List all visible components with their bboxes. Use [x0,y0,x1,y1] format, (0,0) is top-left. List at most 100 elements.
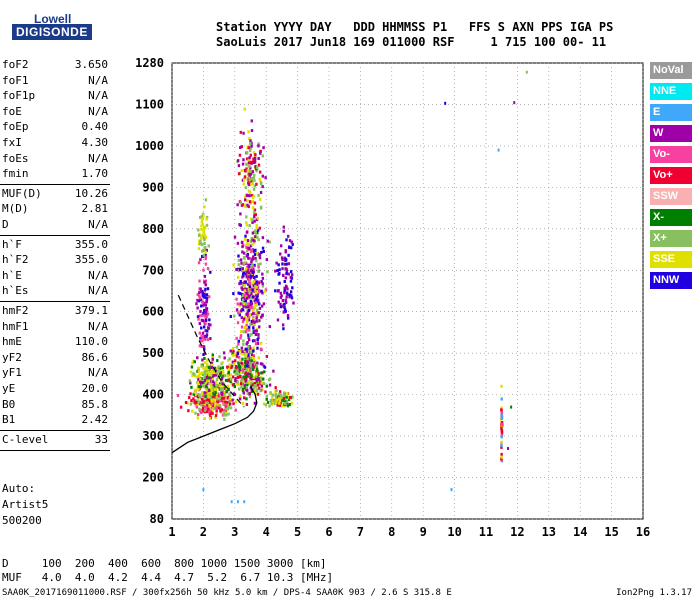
echo-point [198,322,201,326]
echo-point [197,317,200,321]
echo-point [276,403,279,407]
echo-point [250,193,254,197]
echo-point [269,391,272,395]
echo-point [250,319,253,323]
echo-point [198,375,201,379]
echo-point [234,371,238,375]
echo-point [236,203,239,207]
echo-point [287,397,291,401]
echo-point [256,285,260,289]
echo-point [216,397,219,401]
param-name: D [2,218,9,231]
echo-point [245,243,248,247]
param-value: N/A [88,89,108,103]
param-name: hmF2 [2,304,29,317]
echo-point [204,283,208,287]
echo-point [262,377,265,381]
echo-point [200,326,203,330]
echo-point [238,309,242,313]
echo-point [210,365,213,369]
echo-point [248,156,251,160]
echo-point [247,302,250,306]
param-row: D N/A [2,218,108,232]
echo-point [278,401,281,405]
echo-point [245,327,248,331]
param-value: 0.40 [81,120,109,134]
echo-point [251,218,254,222]
echo-point [246,310,250,314]
echo-point [243,295,246,299]
echo-point [247,243,251,247]
echo-point [209,323,212,327]
echo-point [199,290,203,294]
param-name: foEs [2,151,29,165]
echo-point [207,389,211,393]
param-name: hmF1 [2,319,29,333]
echo-point [257,265,260,269]
echo-point [203,347,206,351]
echo-point [243,352,247,356]
echo-point [197,233,201,237]
echo-point [291,286,294,290]
echo-point [206,393,209,397]
echo-point [282,327,285,331]
echo-point [249,166,252,170]
param-value: 10.26 [74,186,108,200]
echo-point [228,392,231,396]
echo-point [245,223,249,227]
echo-point [222,408,226,412]
param-value: 2.42 [81,413,109,427]
echo-point [212,382,216,386]
echo-point [246,270,249,274]
echo-point [240,286,243,290]
echo-point [198,407,201,411]
echo-point [205,333,209,337]
echo-point [246,203,249,207]
echo-point [246,242,249,246]
echo-point [239,258,243,262]
echo-point [500,445,503,449]
echo-point [227,359,230,363]
echo-point [213,368,216,372]
echo-point [239,279,242,283]
echo-point [254,257,257,261]
param-name: h`Es [2,284,29,298]
echo-point [207,410,211,414]
echo-point [199,339,202,343]
echo-point [204,257,207,261]
echo-point [253,178,256,182]
echo-point [254,291,258,295]
param-name: foF2 [2,58,29,71]
echo-point [256,298,260,302]
echo-point [260,384,264,388]
echo-point [205,400,208,404]
echo-point [259,262,262,266]
echo-point [285,238,288,242]
echo-point [257,289,261,293]
echo-point [263,365,267,369]
echo-point [197,400,200,404]
y-tick-label: 700 [142,263,164,277]
echo-point [253,154,257,158]
echo-point [291,395,294,399]
echo-point [210,369,213,373]
echo-point [236,159,240,163]
echo-point [262,402,266,406]
echo-point [255,182,258,186]
echo-point [213,366,217,370]
echo-point [247,345,250,349]
echo-point [241,361,244,365]
echo-point [199,336,202,340]
param-value: 379.1 [74,304,108,317]
echo-point [203,280,206,284]
echo-point [238,153,242,157]
echo-point [268,383,272,387]
echo-point [250,260,253,264]
echo-point [239,334,243,338]
echo-point [196,293,200,297]
echo-point [212,396,215,400]
echo-point [237,364,241,368]
echo-point [192,400,195,404]
echo-point [247,315,251,319]
echo-point [258,170,262,174]
